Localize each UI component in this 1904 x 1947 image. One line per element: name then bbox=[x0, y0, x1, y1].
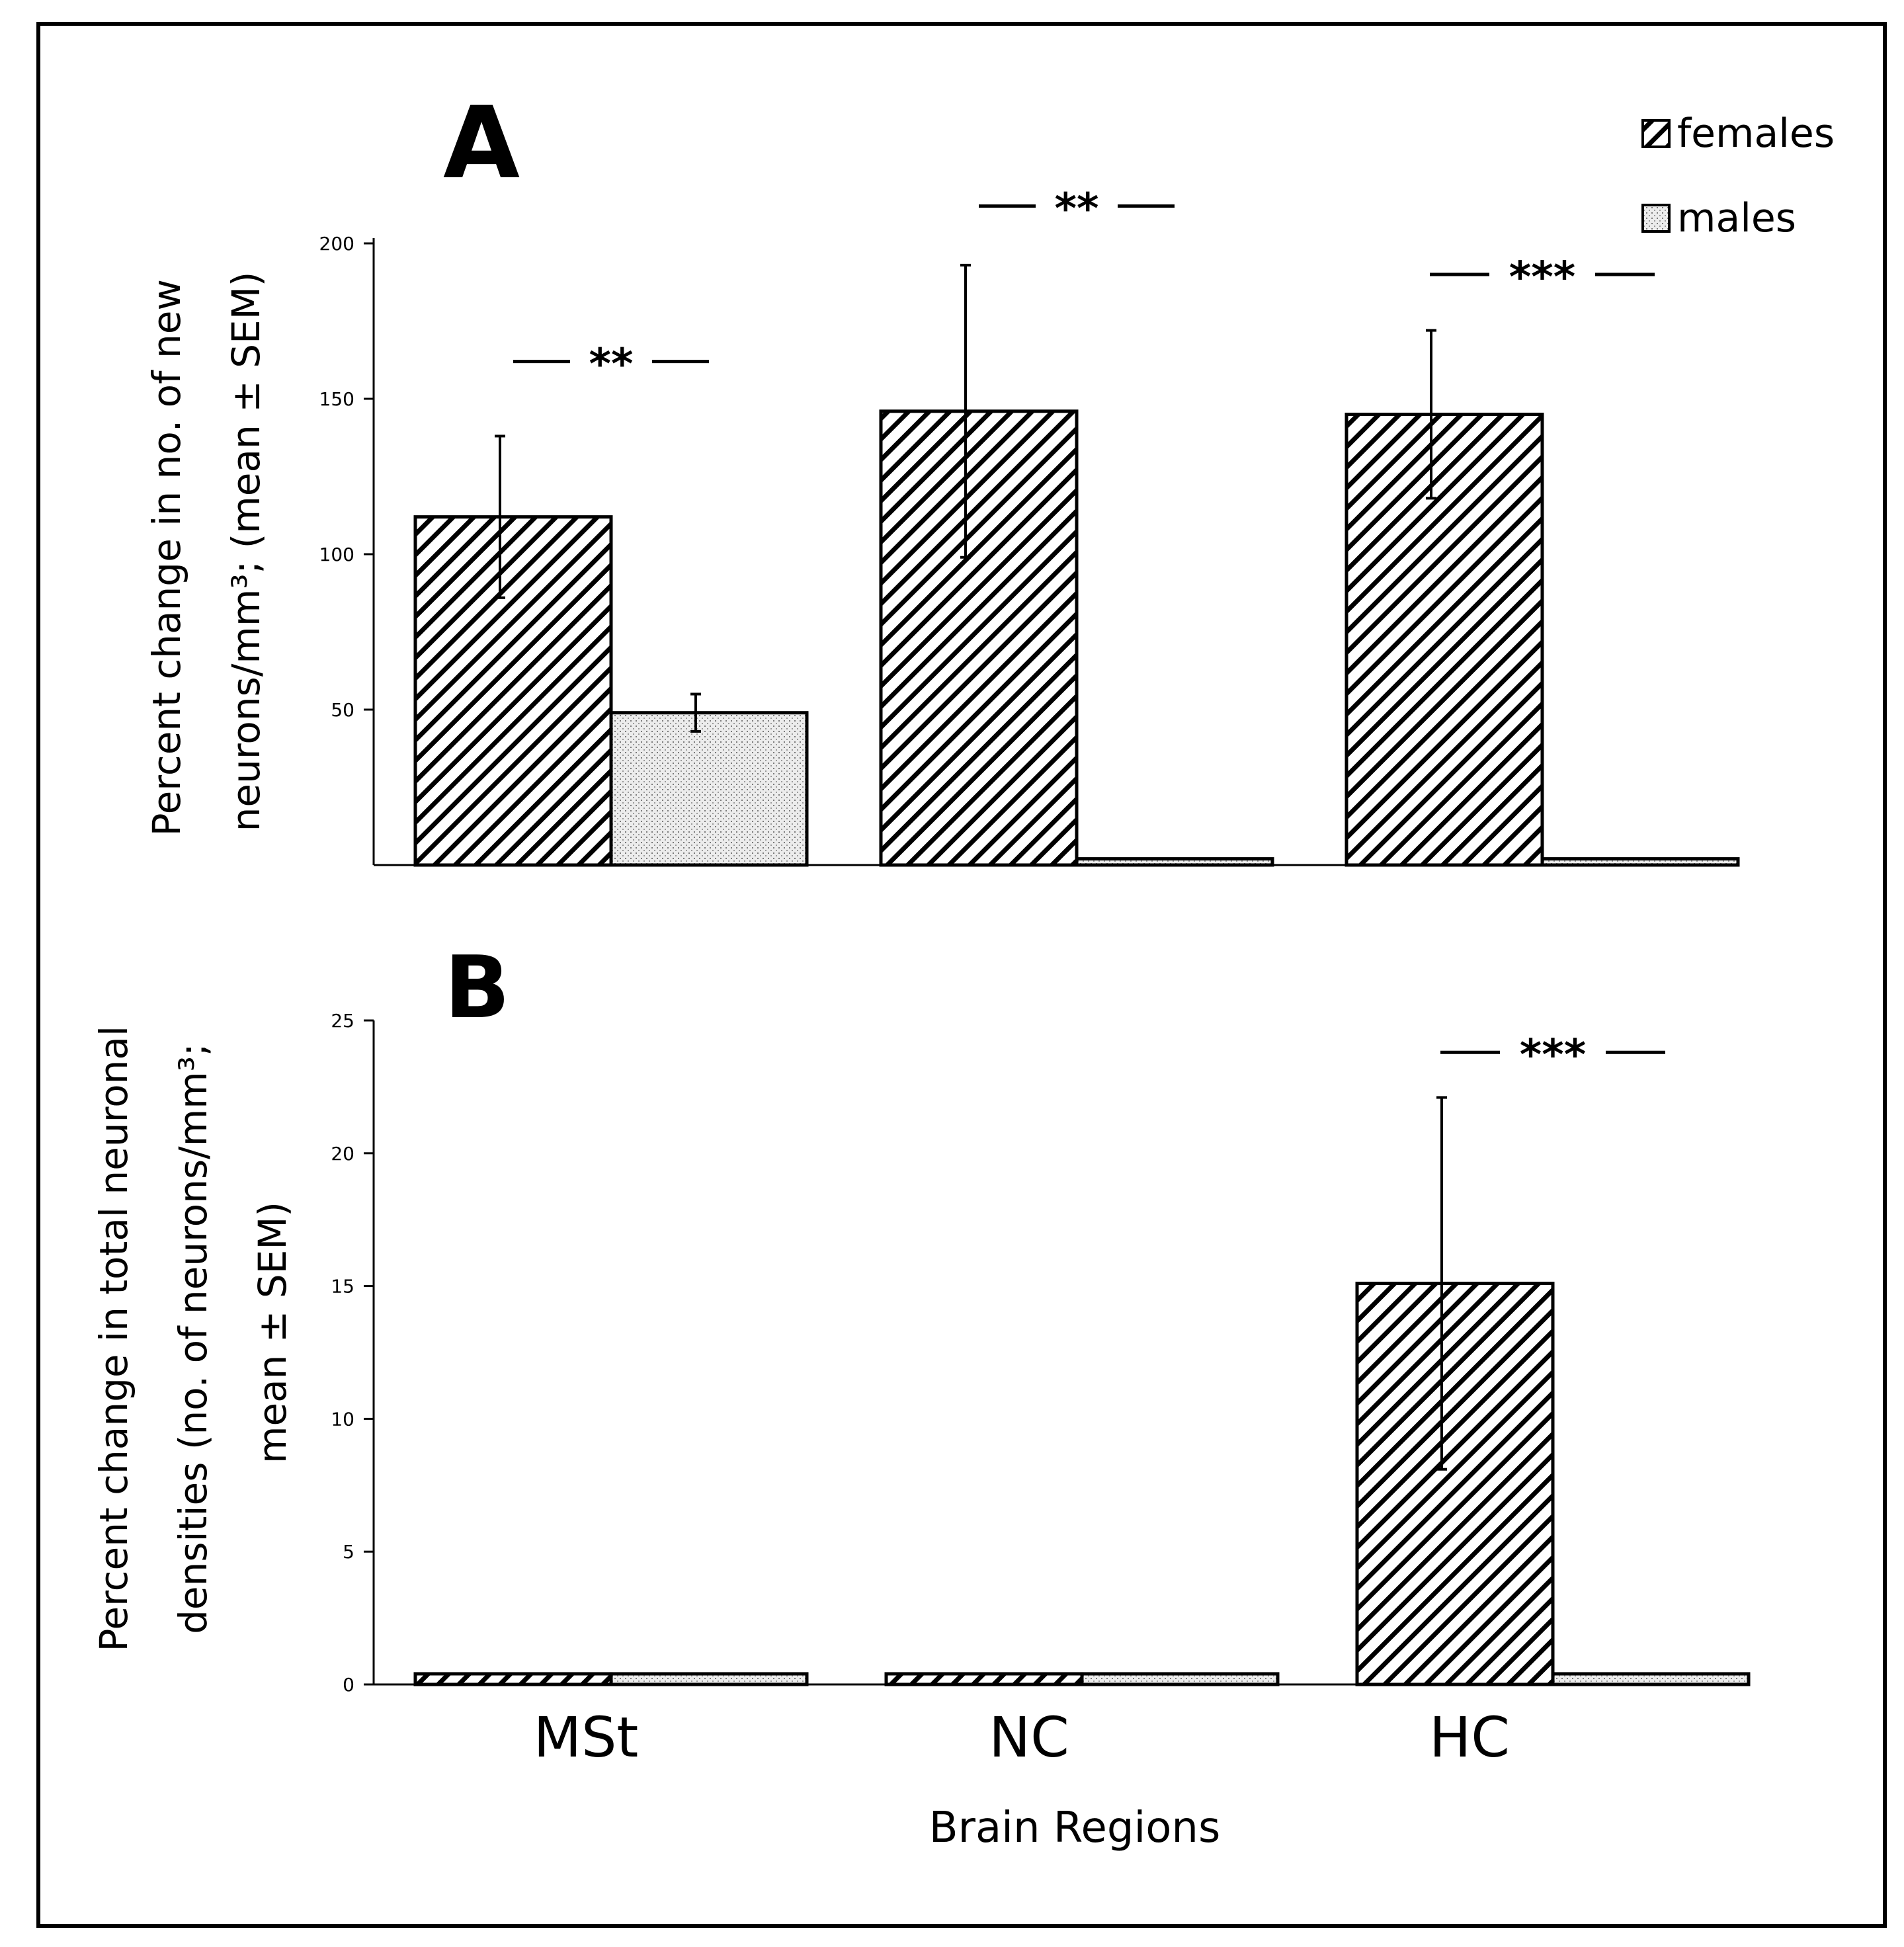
panel-b-y-tick-label: 20 bbox=[331, 1143, 354, 1165]
panel-b-label: B bbox=[444, 937, 510, 1038]
panel-b-bar-nc-females bbox=[884, 1672, 1084, 1686]
category-labels: MSt NC HC bbox=[534, 1705, 1510, 1770]
panel-a-label: A bbox=[443, 86, 520, 201]
panel-a-significance-marker: ** bbox=[589, 341, 634, 390]
panel-b-y-tick-label: 15 bbox=[331, 1276, 354, 1298]
panel-b-bar-hc-males bbox=[1551, 1672, 1751, 1686]
panel-b-annotations: *** bbox=[1440, 1031, 1665, 1080]
legend: females males bbox=[1641, 110, 1835, 241]
panel-b: 0 5 10 15 20 25 *** Percent change in total n… bbox=[91, 1010, 1751, 1696]
panel-b-y-axis-title-line3: mean ± SEM) bbox=[250, 1202, 295, 1464]
x-axis-title: Brain Regions bbox=[929, 1803, 1221, 1852]
category-label-mst: MSt bbox=[534, 1705, 639, 1770]
panel-b-y-ticks: 0 5 10 15 20 25 bbox=[331, 1010, 374, 1696]
panel-a-y-axis-title: Percent change in no. of new neurons/mm³… bbox=[144, 267, 269, 837]
panel-b-y-axis-title: Percent change in total neuronal densiti… bbox=[91, 1013, 295, 1651]
panel-a-bar-mst-males bbox=[609, 711, 809, 867]
panel-b-bars bbox=[413, 1096, 1751, 1686]
panel-a-bar-nc-females bbox=[879, 409, 1079, 867]
panel-a-y-ticks: 50 100 150 200 bbox=[319, 233, 374, 721]
panel-a-bars bbox=[413, 263, 1740, 867]
panel-b-y-tick-label: 10 bbox=[331, 1408, 354, 1430]
panel-a-y-tick-label: 150 bbox=[319, 388, 354, 410]
panel-a-y-axis-title-line1: Percent change in no. of new bbox=[144, 279, 189, 836]
panel-b-bar-hc-females bbox=[1355, 1282, 1555, 1686]
category-label-nc: NC bbox=[989, 1705, 1069, 1770]
panel-b-bar-nc-males bbox=[1080, 1672, 1280, 1686]
panel-a-bar-mst-females bbox=[413, 515, 613, 867]
panel-a-y-tick-label: 100 bbox=[319, 544, 354, 565]
panel-a-y-axis-title-line2: neurons/mm³; (mean ± SEM) bbox=[224, 272, 269, 832]
panel-b-bar-mst-males bbox=[609, 1672, 809, 1686]
panel-a-y-tick-label: 200 bbox=[319, 233, 354, 255]
figure-border bbox=[36, 22, 1887, 1928]
panel-a-bar-hc-females bbox=[1345, 413, 1544, 867]
panel-a-significance-marker: ** bbox=[1055, 185, 1099, 234]
panel-a-significance-marker: *** bbox=[1509, 253, 1575, 302]
panel-b-y-axis-title-line2: densities (no. of neurons/mm³; bbox=[171, 1044, 216, 1634]
panel-b-y-axis-title-line1: Percent change in total neuronal bbox=[91, 1026, 136, 1652]
legend-males-swatch bbox=[1641, 204, 1671, 233]
panel-b-y-tick-label: 0 bbox=[343, 1674, 354, 1696]
panel-a-y-tick-label: 50 bbox=[331, 699, 354, 721]
panel-b-y-tick-label: 5 bbox=[343, 1541, 354, 1563]
category-label-hc: HC bbox=[1429, 1705, 1510, 1770]
legend-males-label: males bbox=[1677, 195, 1796, 241]
panel-a-bar-nc-males bbox=[1075, 857, 1274, 867]
legend-females-label: females bbox=[1677, 110, 1835, 157]
panel-a-annotations: ******* bbox=[513, 185, 1655, 390]
panel-b-bar-mst-females bbox=[413, 1672, 613, 1686]
legend-females-swatch bbox=[1641, 119, 1671, 148]
panel-a-bar-hc-males bbox=[1540, 857, 1740, 867]
panel-b-significance-marker: *** bbox=[1520, 1031, 1586, 1080]
panel-b-y-tick-label: 25 bbox=[331, 1010, 354, 1032]
